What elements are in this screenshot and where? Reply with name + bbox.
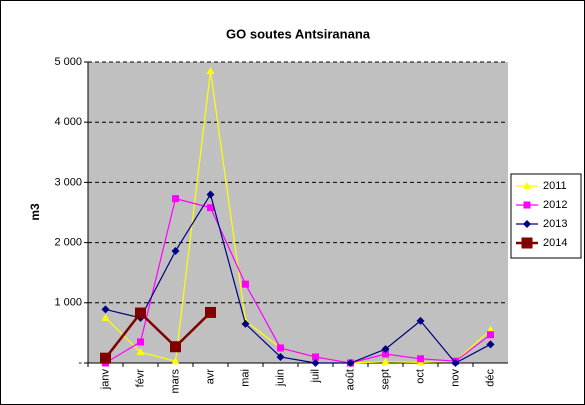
x-tick-label: sept	[379, 369, 391, 390]
x-tick-label: déc	[484, 369, 496, 387]
x-tick-label: avr	[204, 369, 216, 385]
series-line	[105, 197, 491, 364]
legend-marker	[523, 201, 531, 209]
marker	[206, 190, 215, 199]
x-tick-label: janv	[99, 369, 111, 391]
marker	[172, 195, 179, 203]
y-tick-label: 4 000	[54, 116, 82, 128]
legend-marker	[523, 182, 531, 189]
y-axis-label: m3	[28, 203, 42, 221]
legend-label: 2012	[543, 199, 567, 211]
marker	[205, 306, 216, 318]
marker	[381, 357, 390, 365]
y-tick-label: -	[78, 357, 82, 369]
y-tick-label: 1 000	[54, 297, 82, 309]
y-tick-label: 3 000	[54, 176, 82, 188]
chart-title: GO soutes Antsiranana	[226, 26, 371, 41]
marker	[206, 67, 215, 75]
marker	[486, 340, 495, 349]
legend-marker	[523, 220, 531, 228]
x-tick-label: juil	[309, 369, 321, 383]
marker	[277, 344, 284, 352]
marker	[101, 313, 110, 321]
x-tick-label: nov	[449, 369, 461, 387]
legend-label: 2011	[543, 180, 567, 192]
plot-area	[88, 62, 508, 363]
marker	[346, 359, 355, 367]
series-line	[104, 311, 212, 359]
marker	[170, 341, 181, 353]
marker	[171, 357, 180, 365]
marker	[417, 355, 424, 363]
marker	[100, 352, 111, 364]
x-tick-label: juin	[274, 369, 286, 387]
legend-marker	[521, 237, 533, 249]
marker	[101, 305, 110, 314]
marker	[242, 280, 249, 288]
marker	[135, 307, 146, 319]
marker	[487, 331, 494, 339]
marker	[171, 247, 180, 256]
x-tick-label: oct	[414, 369, 426, 384]
x-tick-label: mars	[169, 369, 181, 394]
legend-label: 2013	[543, 218, 567, 230]
marker	[276, 352, 285, 361]
marker	[382, 350, 389, 358]
series-line	[105, 192, 491, 364]
marker	[137, 338, 144, 346]
y-tick-label: 2 000	[54, 237, 82, 249]
y-tick-label: 5 000	[54, 56, 82, 68]
legend-label: 2014	[543, 237, 567, 249]
x-tick-label: mai	[239, 369, 251, 387]
marker	[312, 353, 319, 361]
marker	[416, 316, 425, 325]
marker	[451, 359, 460, 367]
x-tick-label: août	[344, 369, 356, 390]
marker	[381, 345, 390, 354]
marker	[207, 204, 214, 212]
x-tick-label: févr	[134, 369, 146, 388]
marker	[241, 319, 250, 328]
marker	[136, 348, 145, 356]
marker	[486, 325, 495, 333]
marker	[311, 359, 320, 367]
